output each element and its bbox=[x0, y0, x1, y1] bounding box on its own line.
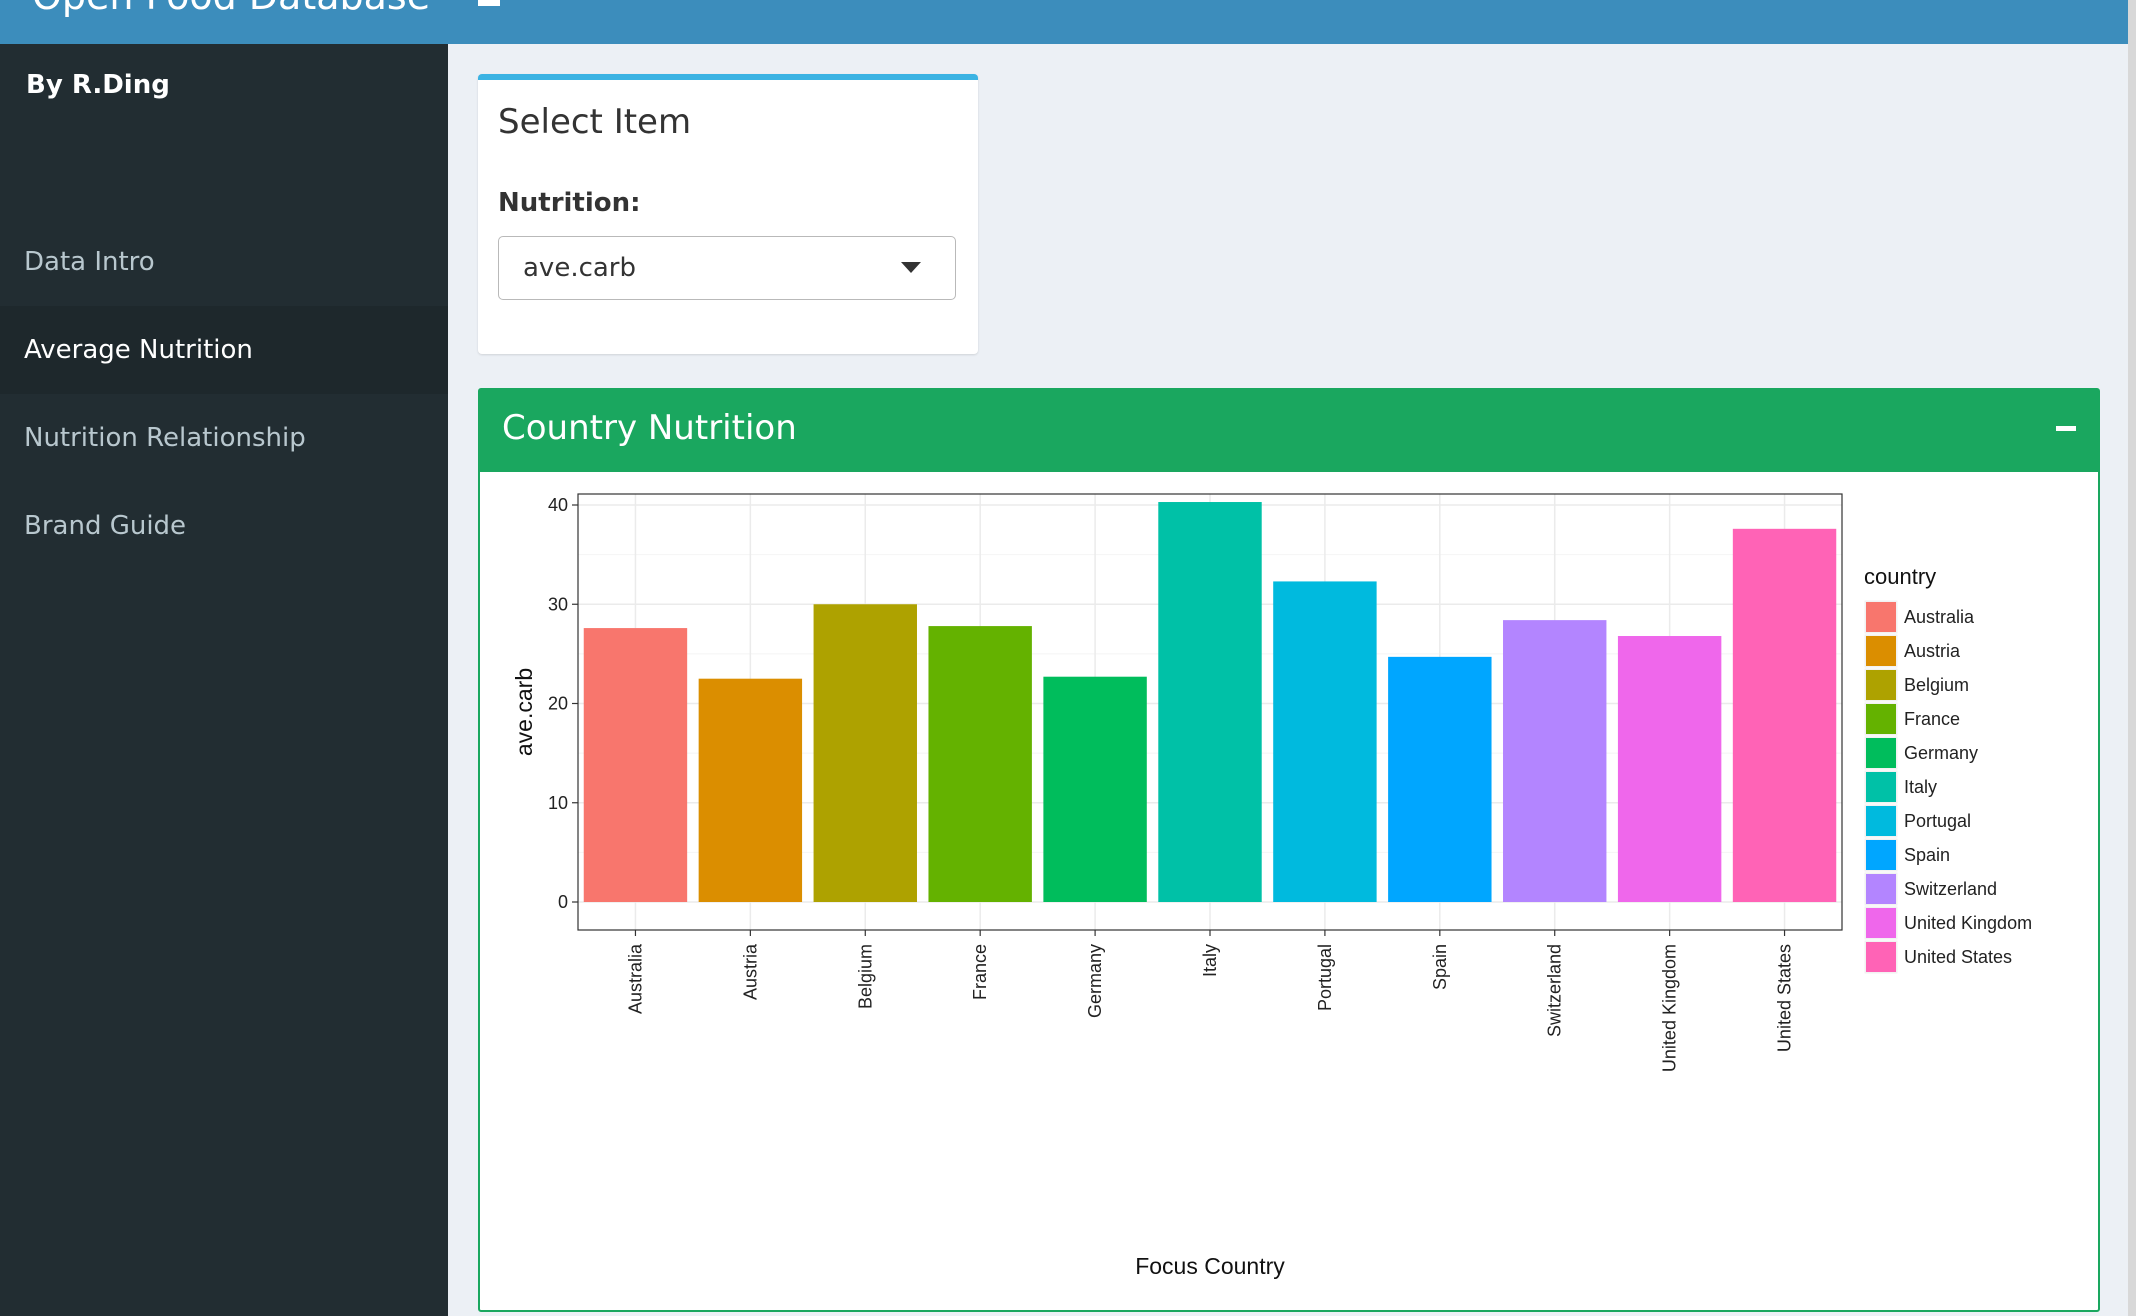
x-tick-label: Portugal bbox=[1315, 944, 1335, 1011]
legend-swatch bbox=[1866, 772, 1896, 802]
caret-down-icon bbox=[901, 262, 921, 273]
x-tick-label: Italy bbox=[1200, 944, 1220, 977]
legend-swatch bbox=[1866, 704, 1896, 734]
bar-australia bbox=[583, 628, 688, 902]
legend-label: Switzerland bbox=[1904, 879, 1997, 899]
x-tick-label: Austria bbox=[740, 943, 760, 1000]
legend-label: France bbox=[1904, 709, 1960, 729]
country-nutrition-header: Country Nutrition bbox=[480, 390, 2098, 472]
y-axis-title: ave.carb bbox=[511, 668, 537, 756]
country-nutrition-title: Country Nutrition bbox=[502, 408, 797, 448]
app-title: Open Food Database bbox=[32, 0, 430, 18]
x-tick-label: Switzerland bbox=[1545, 944, 1565, 1037]
app-logo: Open Food Database bbox=[0, 0, 448, 44]
y-tick-label: 30 bbox=[548, 594, 568, 614]
y-tick-label: 40 bbox=[548, 495, 568, 515]
legend-swatch bbox=[1866, 602, 1896, 632]
author-byline: By R.Ding bbox=[26, 70, 170, 100]
x-tick-label: Belgium bbox=[855, 944, 875, 1009]
legend-label: Spain bbox=[1904, 845, 1950, 865]
nutrition-label: Nutrition: bbox=[498, 188, 641, 218]
bar-austria bbox=[698, 678, 803, 902]
sidebar-item-data-intro[interactable]: Data Intro bbox=[24, 247, 155, 277]
legend-swatch bbox=[1866, 806, 1896, 836]
legend-swatch bbox=[1866, 874, 1896, 904]
legend-label: Austria bbox=[1904, 641, 1961, 661]
bar-germany bbox=[1043, 676, 1147, 902]
collapse-minus-icon[interactable] bbox=[2056, 426, 2076, 431]
legend-label: Portugal bbox=[1904, 811, 1971, 831]
sidebar: By R.Ding Data Intro Average Nutrition N… bbox=[0, 44, 448, 1316]
x-tick-label: Germany bbox=[1085, 944, 1105, 1018]
legend-label: United States bbox=[1904, 947, 2012, 967]
bar-united-states bbox=[1732, 528, 1837, 902]
legend-label: United Kingdom bbox=[1904, 913, 2032, 933]
legend-label: Australia bbox=[1904, 607, 1975, 627]
country-nutrition-box: Country Nutrition 0 10 20 30 40 Australia Aust… bbox=[478, 388, 2100, 1312]
legend-label: Belgium bbox=[1904, 675, 1969, 695]
x-tick-label: Australia bbox=[625, 943, 645, 1014]
sidebar-toggle-icon[interactable] bbox=[478, 0, 500, 6]
legend-title: country bbox=[1864, 564, 1936, 589]
window-edge bbox=[2128, 0, 2136, 1316]
legend-swatch bbox=[1866, 840, 1896, 870]
y-tick-label: 10 bbox=[548, 793, 568, 813]
legend-label: Italy bbox=[1904, 777, 1937, 797]
x-tick-label: United States bbox=[1775, 944, 1795, 1052]
sidebar-item-brand-guide[interactable]: Brand Guide bbox=[24, 511, 187, 541]
legend-swatch bbox=[1866, 670, 1896, 700]
bar-italy bbox=[1158, 502, 1262, 902]
legend-swatch bbox=[1866, 738, 1896, 768]
bar-portugal bbox=[1273, 581, 1377, 902]
legend-label: Germany bbox=[1904, 743, 1978, 763]
legend-swatch bbox=[1866, 942, 1896, 972]
select-box-title: Select Item bbox=[498, 102, 692, 142]
bar-switzerland bbox=[1503, 620, 1607, 902]
sidebar-item-nutrition-relationship[interactable]: Nutrition Relationship bbox=[24, 423, 306, 453]
select-item-box: Select Item Nutrition: ave.carb bbox=[478, 74, 978, 354]
nutrition-select[interactable]: ave.carb bbox=[498, 236, 956, 300]
bar-france bbox=[928, 626, 1032, 902]
legend-swatch bbox=[1866, 908, 1896, 938]
header-bar bbox=[448, 0, 2136, 44]
x-tick-label: United Kingdom bbox=[1660, 944, 1680, 1072]
legend-swatch bbox=[1866, 636, 1896, 666]
y-tick-label: 20 bbox=[548, 694, 568, 714]
sidebar-menu: Data Intro Average Nutrition Nutrition R… bbox=[0, 218, 448, 570]
y-tick-label: 0 bbox=[558, 892, 568, 912]
sidebar-item-average-nutrition[interactable]: Average Nutrition bbox=[0, 306, 448, 394]
bar-united-kingdom bbox=[1617, 636, 1722, 902]
x-tick-label: Spain bbox=[1430, 944, 1450, 990]
nutrition-select-value: ave.carb bbox=[523, 253, 637, 283]
bar-belgium bbox=[813, 604, 917, 902]
bar-spain bbox=[1388, 656, 1492, 902]
country-nutrition-chart: 0 10 20 30 40 Australia Austria Belgium France Ge… bbox=[511, 493, 2032, 1279]
x-axis-title: Focus Country bbox=[1135, 1253, 1285, 1279]
x-tick-label: France bbox=[970, 944, 990, 1000]
